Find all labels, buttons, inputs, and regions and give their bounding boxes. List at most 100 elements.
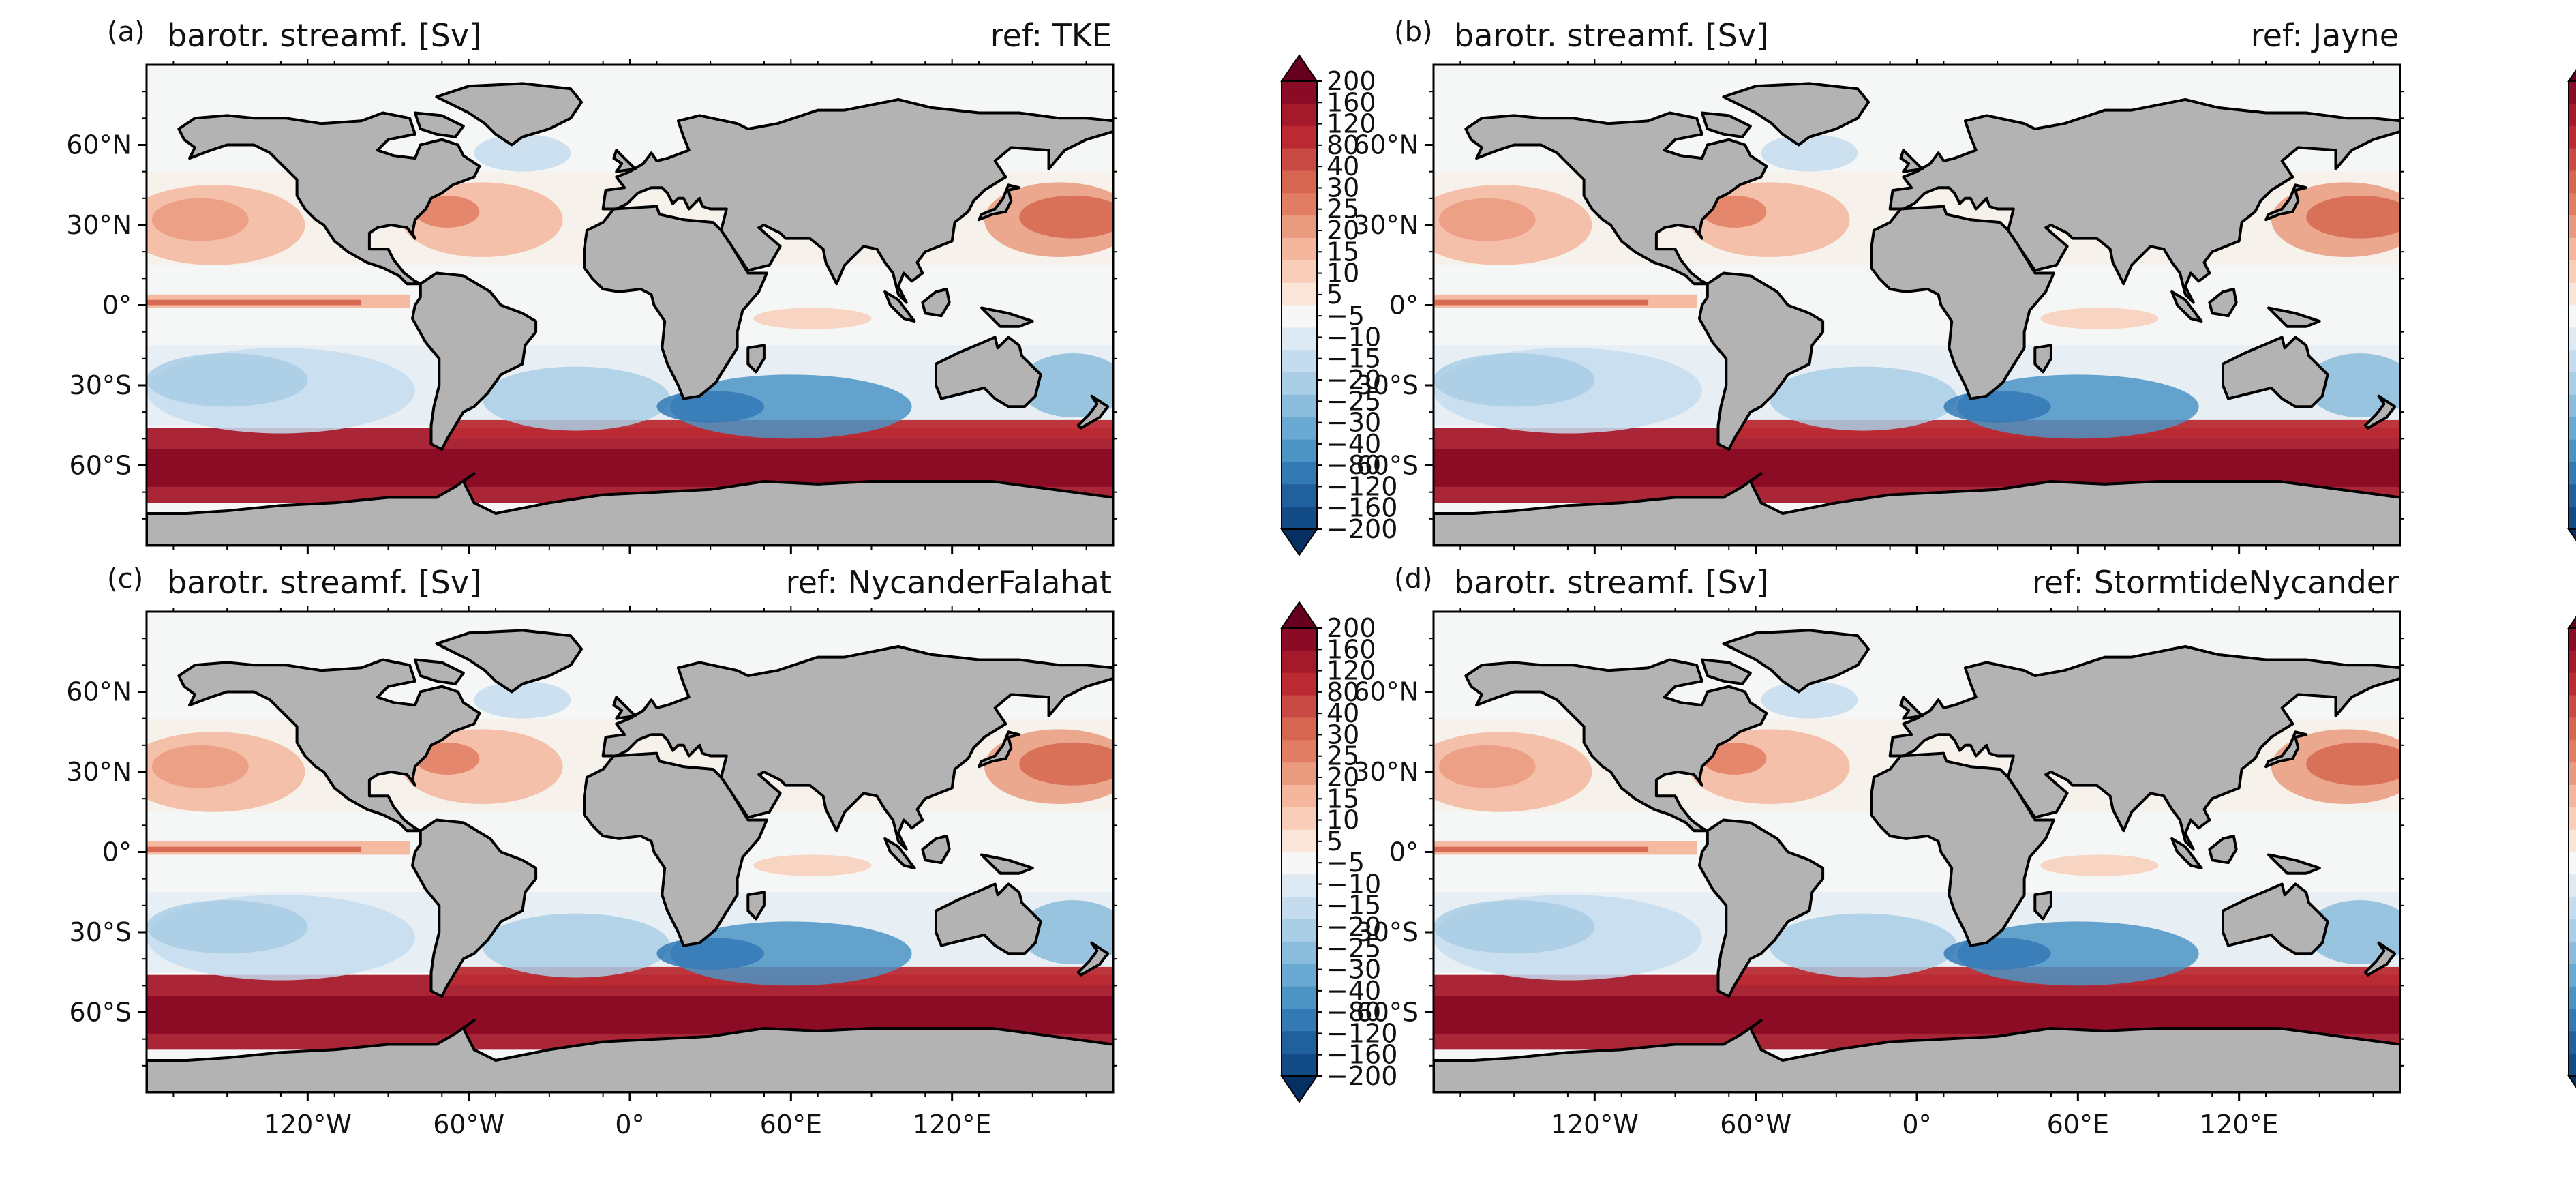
colorbar-segment <box>2569 81 2576 104</box>
lon-tick-label: 60°W <box>433 1109 504 1139</box>
colorbar-tick-label: −30 <box>1327 408 1381 438</box>
colorbar-segment <box>1282 350 1317 373</box>
colorbar-segment <box>2569 327 2576 351</box>
lon-tick-label: 120°W <box>1551 1109 1639 1139</box>
land-britain <box>1899 696 1924 720</box>
lat-tick-label: 0° <box>102 837 132 867</box>
lat-tick-label: 60°N <box>66 677 132 707</box>
lon-tick-label: 60°E <box>2047 1109 2109 1139</box>
map-panel-b: 60°N 30°N 0° 30°S 60°S (b) barotr. streamf. [S… <box>1353 16 2576 554</box>
lat-tick-label: 60°S <box>1357 998 1419 1028</box>
colorbar-segment <box>1282 81 1317 104</box>
colorbar-segment <box>1282 484 1317 507</box>
colorbar-segment <box>2569 507 2576 530</box>
land-northAmerica <box>1464 658 1768 833</box>
colorbar-segment <box>2569 964 2576 987</box>
colorbar-segment <box>2569 350 2576 373</box>
colorbar-tick-label: 40 <box>1327 151 1359 181</box>
map-panel-c: 60°N 30°N 0° 30°S 60°S 120°W 60°W 0° 60°E 120°E (c… <box>66 563 1397 1139</box>
colorbar-tick-label: −120 <box>1327 1018 1397 1048</box>
land-australia <box>2222 336 2329 408</box>
colorbar-tick-label: 120 <box>1327 656 1376 686</box>
colorbar-tick-label: 160 <box>1327 87 1376 117</box>
lon-tick-label: 120°E <box>2200 1109 2279 1139</box>
colorbar-segment <box>1282 260 1317 284</box>
land-australia <box>2222 882 2329 955</box>
lat-tick-label: 60°N <box>1353 130 1419 160</box>
land-eurasia <box>1888 98 2400 304</box>
colorbar-tick-label: 40 <box>1327 698 1359 728</box>
colorbar-tick-label: −80 <box>1327 450 1381 480</box>
colorbar-segment <box>1282 672 1317 696</box>
land-baffin <box>1700 111 1752 138</box>
colorbar-tick-label: 5 <box>1327 826 1343 856</box>
colorbar-segment <box>1282 327 1317 351</box>
colorbar-segment <box>1282 762 1317 786</box>
colorbar-tick-label: −5 <box>1327 848 1365 878</box>
land-eurasia <box>601 644 1113 851</box>
colorbar-segment <box>1282 148 1317 171</box>
colorbar-segment <box>2569 650 2576 674</box>
land-greenland <box>435 629 584 694</box>
land-antarctica <box>147 472 1113 546</box>
lat-tick-label: 0° <box>102 290 132 321</box>
colorbar-segment <box>1282 237 1317 261</box>
lat-tick-label: 60°N <box>66 130 132 160</box>
colorbar-segment <box>2569 1031 2576 1054</box>
land-madagascar <box>2033 891 2052 921</box>
land-australia <box>935 336 1042 408</box>
colorbar-segment <box>2569 215 2576 239</box>
panel-title: barotr. streamf. [Sv] <box>1454 17 1768 54</box>
colorbar-extend-min <box>1280 1075 1318 1103</box>
colorbar-segment <box>1282 103 1317 127</box>
colorbar-segment <box>2569 852 2576 875</box>
colorbar-segment <box>1282 807 1317 831</box>
land-newzealand <box>1076 394 1110 430</box>
colorbar-segment <box>1282 874 1317 897</box>
streamfunction-field <box>1434 681 2400 1050</box>
colorbar-tick-label: −80 <box>1327 997 1381 1027</box>
land-borneo <box>2208 288 2238 318</box>
land-borneo <box>2208 835 2238 865</box>
land-northAmerica <box>177 658 481 833</box>
colorbar-tick-label: −20 <box>1327 912 1381 942</box>
colorbar-tick-label: 120 <box>1327 109 1376 139</box>
colorbar-extend-max <box>2567 616 2576 629</box>
colorbar-tick-label: −160 <box>1327 1040 1397 1070</box>
panel-letter: (d) <box>1394 563 1433 595</box>
colorbar-extend-min <box>2567 528 2576 541</box>
colorbar-segment <box>2569 807 2576 831</box>
panel-title: barotr. streamf. [Sv] <box>167 564 481 601</box>
land-japan <box>978 730 1021 769</box>
colorbar-segment <box>2569 628 2576 651</box>
land-southAmerica <box>411 271 538 451</box>
colorbar-segment <box>2569 986 2576 1010</box>
land-japan <box>2264 183 2308 222</box>
land-southAmerica <box>411 818 538 998</box>
colorbar-tick-label: 5 <box>1327 280 1343 310</box>
lat-tick-label: 60°N <box>1353 677 1419 707</box>
colorbar-tick-label: 20 <box>1327 762 1359 792</box>
panel-ref-label: ref: StormtideNycander <box>2032 564 2399 601</box>
colorbar-segment <box>1282 215 1317 239</box>
lon-tick-label: 60°E <box>760 1109 822 1139</box>
colorbar-extend-min <box>1280 528 1318 556</box>
land-britain <box>612 696 637 720</box>
land-newzealand <box>2363 941 2397 977</box>
panel-title: barotr. streamf. [Sv] <box>167 17 481 54</box>
colorbar-segment <box>1282 829 1317 853</box>
land-australia <box>935 882 1042 955</box>
colorbar-segment <box>2569 260 2576 284</box>
colorbar-segment <box>1282 394 1317 418</box>
land-masses <box>1434 82 2400 546</box>
colorbar-tick-label: −15 <box>1327 891 1381 921</box>
colorbar-segment <box>1282 439 1317 463</box>
lat-tick-label: 60°S <box>70 451 132 481</box>
colorbar-segment <box>2569 1009 2576 1032</box>
land-southAmerica <box>1697 818 1825 998</box>
lat-tick-label: 30°S <box>70 917 132 947</box>
lon-tick-label: 0° <box>615 1109 644 1139</box>
colorbar-tick-label: 15 <box>1327 784 1359 814</box>
land-madagascar <box>746 344 766 374</box>
colorbar-segment <box>2569 237 2576 261</box>
